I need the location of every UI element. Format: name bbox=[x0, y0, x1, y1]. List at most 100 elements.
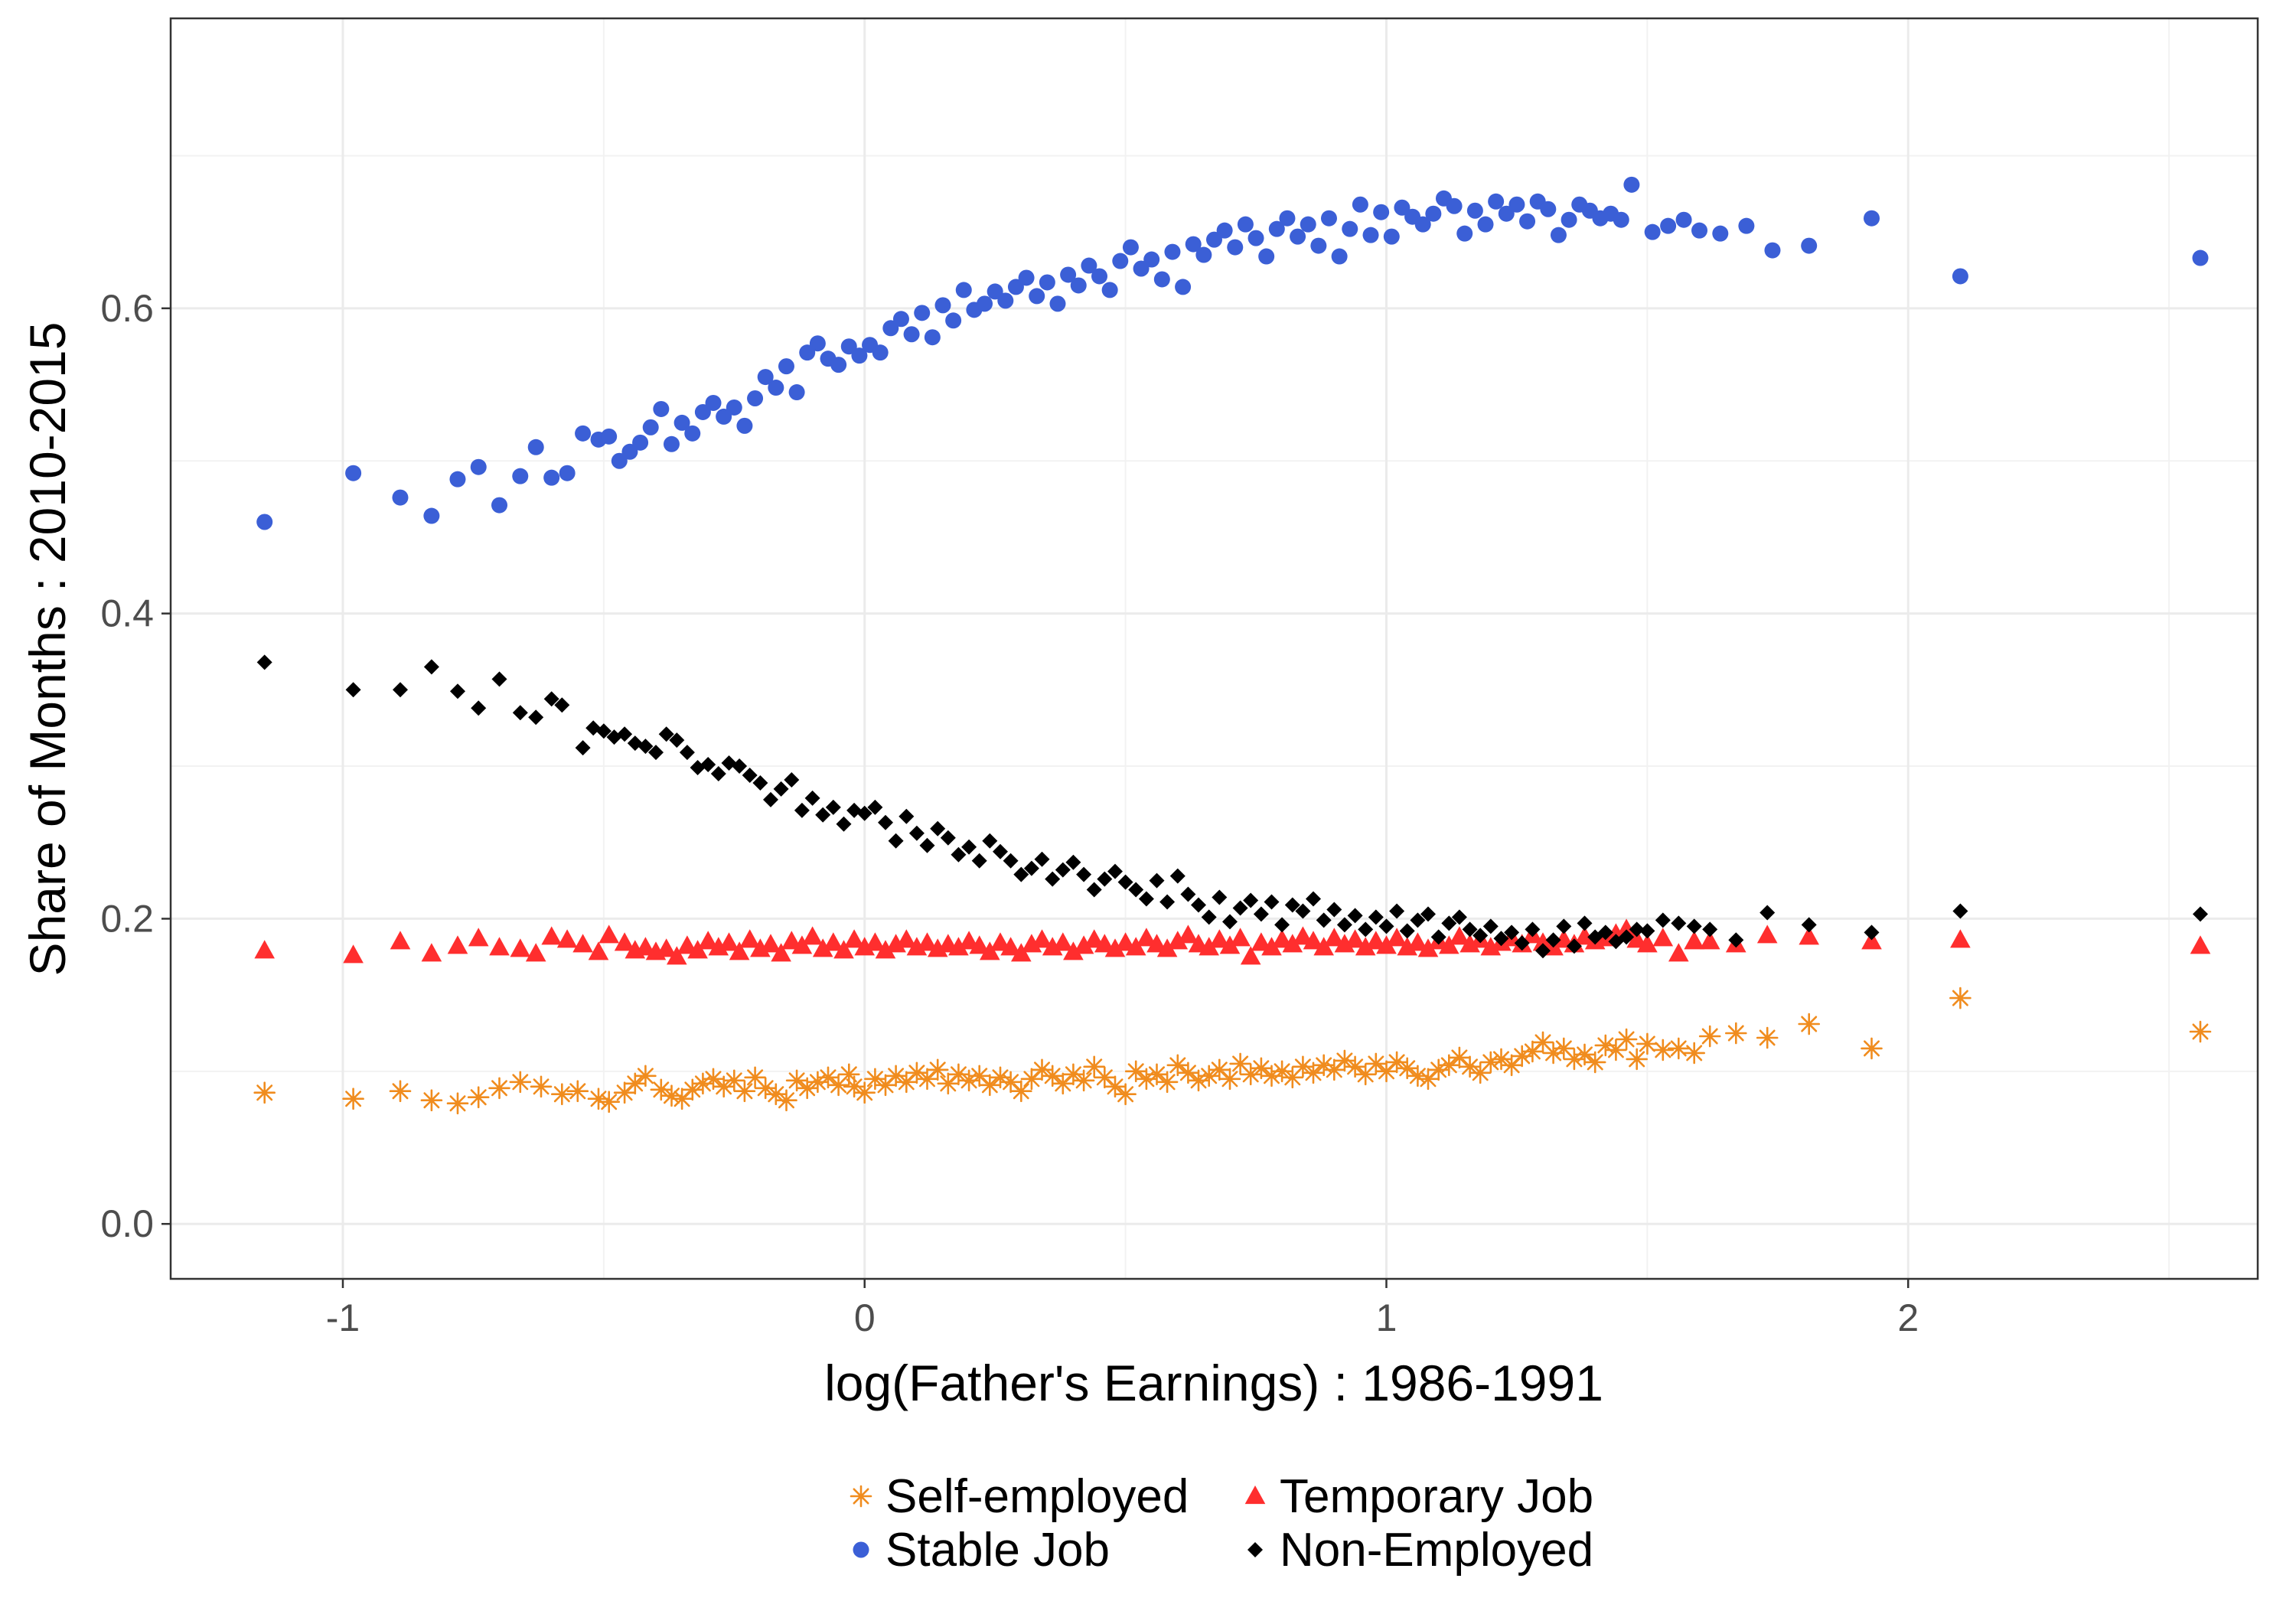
point-non-employed bbox=[1556, 918, 1572, 934]
point-self-employed bbox=[1438, 1054, 1460, 1077]
point-temporary-job bbox=[677, 935, 698, 954]
point-temporary-job bbox=[588, 941, 609, 960]
point-stable-job bbox=[1331, 248, 1348, 265]
point-temporary-job bbox=[1365, 931, 1387, 950]
point-non-employed bbox=[836, 816, 852, 832]
point-self-employed bbox=[723, 1069, 745, 1092]
point-self-employed bbox=[1521, 1040, 1544, 1063]
point-temporary-job bbox=[572, 934, 593, 953]
point-temporary-job bbox=[990, 932, 1011, 951]
point-temporary-job bbox=[254, 940, 275, 959]
point-non-employed bbox=[784, 772, 800, 788]
point-non-employed bbox=[1655, 912, 1671, 928]
point-non-employed bbox=[971, 853, 987, 869]
point-self-employed bbox=[1250, 1057, 1273, 1080]
point-self-employed bbox=[692, 1072, 714, 1095]
x-tick-label: 1 bbox=[1376, 1296, 1397, 1339]
point-non-employed bbox=[1336, 917, 1352, 933]
point-non-employed bbox=[595, 723, 612, 739]
point-non-employed bbox=[867, 799, 883, 815]
point-temporary-job bbox=[917, 932, 938, 951]
point-non-employed bbox=[1760, 905, 1776, 921]
series-non-employed bbox=[256, 654, 2208, 959]
point-temporary-job bbox=[1136, 928, 1157, 947]
point-non-employed bbox=[1201, 909, 1217, 925]
point-non-employed bbox=[742, 768, 758, 783]
legend-item-non-employed: Non-Employed bbox=[1247, 1524, 1593, 1577]
point-temporary-job bbox=[1532, 932, 1554, 951]
point-stable-job bbox=[1446, 197, 1463, 214]
point-stable-job bbox=[977, 295, 993, 312]
point-temporary-job bbox=[958, 931, 980, 950]
point-stable-job bbox=[788, 384, 805, 401]
point-stable-job bbox=[1101, 282, 1118, 298]
point-temporary-job bbox=[1251, 932, 1272, 951]
point-stable-job bbox=[1561, 211, 1577, 228]
point-self-employed bbox=[1668, 1037, 1690, 1060]
point-self-employed bbox=[1448, 1046, 1471, 1069]
point-non-employed bbox=[638, 739, 654, 755]
point-temporary-job bbox=[896, 929, 917, 948]
point-non-employed bbox=[669, 732, 685, 748]
point-non-employed bbox=[1243, 892, 1259, 908]
point-self-employed bbox=[1270, 1060, 1293, 1083]
point-self-employed bbox=[1574, 1043, 1596, 1066]
point-stable-job bbox=[872, 344, 889, 361]
point-non-employed bbox=[554, 697, 570, 713]
point-non-employed bbox=[1566, 938, 1582, 954]
y-tick-label: 0.6 bbox=[100, 287, 154, 330]
point-temporary-job bbox=[1230, 928, 1251, 947]
point-stable-job bbox=[1216, 222, 1233, 239]
point-non-employed bbox=[1686, 918, 1702, 934]
point-non-employed bbox=[1191, 897, 1206, 913]
point-stable-job bbox=[470, 458, 487, 475]
point-stable-job bbox=[663, 435, 680, 452]
point-temporary-job bbox=[1282, 934, 1303, 953]
point-non-employed bbox=[1107, 863, 1123, 879]
point-stable-job bbox=[705, 394, 722, 411]
point-non-employed bbox=[1399, 923, 1415, 939]
point-stable-job bbox=[1466, 202, 1483, 219]
point-stable-job bbox=[1029, 288, 1045, 305]
point-non-employed bbox=[1097, 871, 1113, 887]
point-non-employed bbox=[1514, 935, 1530, 951]
point-temporary-job bbox=[1303, 931, 1324, 950]
point-non-employed bbox=[617, 726, 633, 742]
point-self-employed bbox=[1104, 1075, 1127, 1098]
point-stable-job bbox=[1352, 196, 1368, 213]
point-stable-job bbox=[1477, 216, 1494, 233]
point-non-employed bbox=[940, 830, 956, 846]
point-non-employed bbox=[1284, 897, 1300, 913]
legend-item-self-employed: Self-employed bbox=[850, 1470, 1189, 1523]
point-non-employed bbox=[1264, 894, 1280, 910]
point-temporary-job bbox=[948, 937, 969, 956]
point-non-employed bbox=[1525, 921, 1541, 938]
point-temporary-job bbox=[1756, 925, 1778, 944]
point-self-employed bbox=[420, 1089, 443, 1111]
point-self-employed bbox=[1698, 1025, 1721, 1048]
point-temporary-job bbox=[697, 931, 719, 950]
plot-background bbox=[171, 18, 2258, 1279]
point-non-employed bbox=[1055, 862, 1071, 878]
point-temporary-job bbox=[1345, 929, 1365, 948]
point-self-employed bbox=[681, 1078, 704, 1101]
point-stable-job bbox=[1320, 210, 1337, 227]
legend-label: Stable Job bbox=[885, 1524, 1110, 1577]
point-self-employed bbox=[1135, 1068, 1158, 1091]
point-non-employed bbox=[1128, 882, 1144, 898]
point-stable-job bbox=[1112, 253, 1129, 269]
point-non-employed bbox=[899, 808, 915, 824]
point-stable-job bbox=[757, 369, 774, 386]
point-temporary-job bbox=[1052, 932, 1074, 951]
legend-key-non-employed bbox=[1247, 1542, 1263, 1557]
point-non-employed bbox=[1326, 902, 1342, 918]
point-self-employed bbox=[874, 1074, 897, 1097]
point-non-employed bbox=[856, 805, 872, 821]
point-temporary-job bbox=[468, 928, 489, 947]
point-non-employed bbox=[710, 766, 726, 781]
point-non-employed bbox=[794, 802, 810, 818]
point-self-employed bbox=[509, 1071, 532, 1094]
point-non-employed bbox=[1473, 928, 1489, 944]
point-non-employed bbox=[878, 814, 893, 830]
point-non-employed bbox=[1702, 921, 1718, 938]
